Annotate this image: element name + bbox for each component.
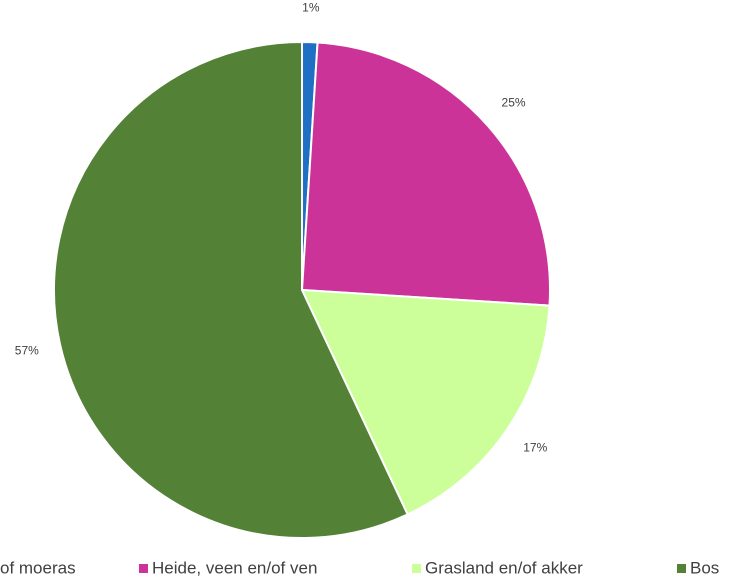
data-label: 1% <box>302 0 320 14</box>
data-label: 25% <box>502 96 526 110</box>
pie-slice <box>53 40 409 539</box>
pie-slice <box>300 288 551 516</box>
legend-label: of moeras <box>0 558 76 577</box>
data-label: 17% <box>523 441 547 455</box>
legend-label: Heide, veen en/of ven <box>152 558 317 577</box>
data-label: 57% <box>15 344 39 358</box>
legend-swatch <box>677 564 686 573</box>
legend-swatch <box>139 564 148 573</box>
legend-swatch <box>412 564 421 573</box>
legend-label: Grasland en/of akker <box>425 558 583 577</box>
legend-label: Bos <box>690 558 719 577</box>
pie-slice <box>300 41 551 307</box>
